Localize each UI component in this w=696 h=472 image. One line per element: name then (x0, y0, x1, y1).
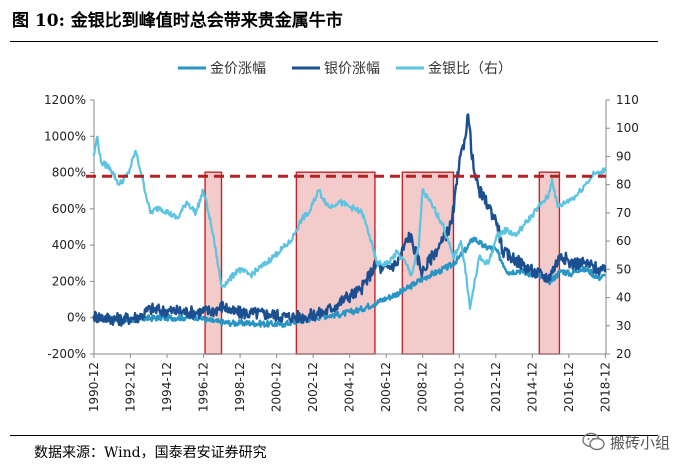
x-tick-label: 2006-12 (379, 362, 393, 412)
y-right-tick-label: 60 (616, 234, 631, 248)
y-right-tick-label: 40 (616, 291, 631, 305)
y-right-tick-label: 70 (616, 206, 631, 220)
y-left-tick-label: 400% (52, 238, 86, 252)
x-tick-label: 1992-12 (123, 362, 137, 412)
x-tick-label: 2000-12 (270, 362, 284, 412)
watermark-text: 搬砖小组 (610, 434, 671, 452)
series-line-2 (92, 135, 607, 310)
y-left-tick-label: -200% (47, 347, 86, 361)
y-left-tick-label: 0% (67, 311, 86, 325)
highlight-period-0 (204, 171, 223, 355)
x-tick-label: 2014-12 (525, 362, 539, 412)
y-right-tick-label: 100 (616, 121, 639, 135)
y-left-tick-label: 800% (52, 166, 86, 180)
x-tick-label: 1998-12 (233, 362, 247, 412)
y-right-tick-label: 110 (616, 93, 639, 107)
legend-label-1: 银价涨幅 (324, 61, 380, 77)
y-left-tick-label: 600% (52, 202, 86, 216)
wechat-icon (582, 432, 605, 451)
x-tick-label: 2004-12 (343, 362, 357, 412)
y-left-tick-label: 200% (52, 274, 86, 288)
y-right-tick-label: 30 (616, 319, 631, 333)
figure-title: 图 10: 金银比到峰值时总会带来贵金属牛市 (12, 11, 343, 31)
legend-label-0: 金价涨幅 (210, 61, 266, 77)
series-line-1 (92, 113, 607, 327)
watermark: 搬砖小组 (582, 430, 692, 456)
source-rule (10, 435, 658, 436)
x-tick-label: 2002-12 (306, 362, 320, 412)
source-note: 数据来源：Wind，国泰君安证券研究 (34, 445, 267, 461)
title-rule (10, 41, 658, 42)
series-line-0 (92, 236, 606, 329)
x-tick-label: 2008-12 (416, 362, 430, 412)
x-tick-label: 2012-12 (489, 362, 503, 412)
y-left-tick-label: 1200% (44, 93, 86, 107)
x-tick-label: 2010-12 (452, 362, 466, 412)
legend-label-2: 金银比（右） (428, 61, 512, 77)
y-right-tick-label: 80 (616, 178, 631, 192)
y-right-tick-label: 90 (616, 149, 631, 163)
y-left-tick-label: 1000% (44, 129, 86, 143)
y-right-tick-label: 20 (616, 347, 631, 361)
x-tick-label: 2018-12 (598, 362, 612, 412)
y-right-tick-label: 50 (616, 262, 631, 276)
highlight-period-1 (295, 171, 376, 355)
x-tick-label: 1994-12 (160, 362, 174, 412)
chart: -200% 0% 200% 400% 600% 800% 1000% 1200% 20 30 40 5… (44, 61, 639, 412)
x-tick-label: 2016-12 (562, 362, 576, 412)
x-tick-label: 1990-12 (87, 362, 101, 412)
x-tick-label: 1996-12 (197, 362, 211, 412)
